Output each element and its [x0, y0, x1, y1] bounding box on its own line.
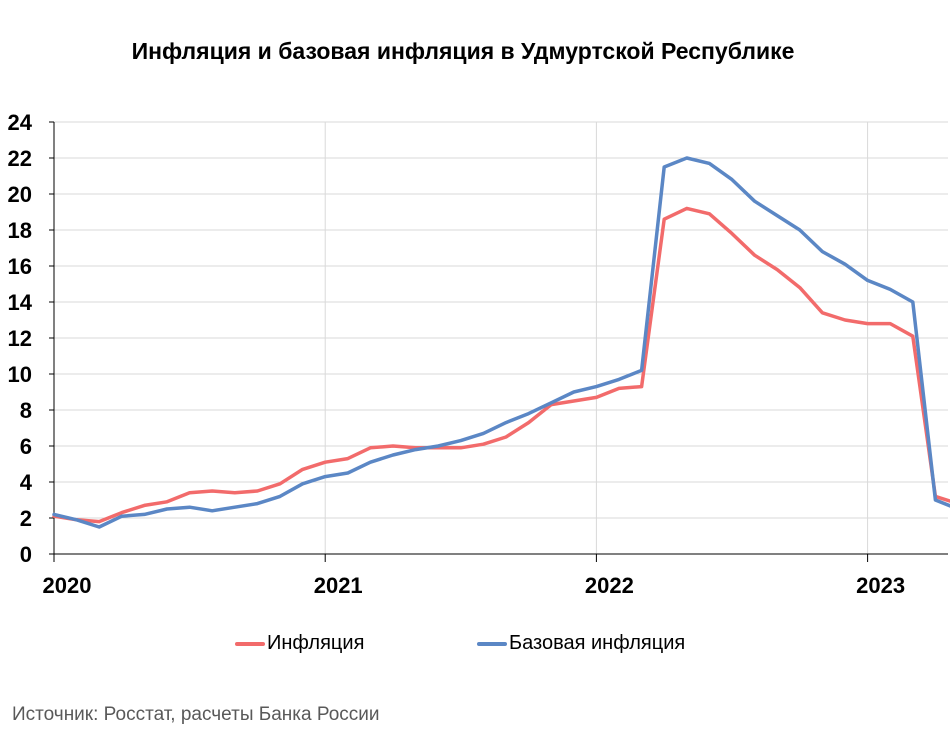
y-tick-label: 12 [8, 326, 32, 351]
legend-item-core-inflation: Базовая инфляция [477, 632, 685, 655]
x-tick-label: 2020 [43, 573, 92, 598]
chart-title: Инфляция и базовая инфляция в Удмуртской… [131, 38, 795, 64]
y-tick-label: 0 [20, 542, 32, 567]
x-tick-label: 2021 [314, 573, 363, 598]
legend-label-core-inflation: Базовая инфляция [509, 632, 686, 654]
legend: Инфляция Базовая инфляция [0, 632, 950, 662]
legend-swatch-core-inflation [477, 641, 507, 646]
legend-swatch-inflation [235, 641, 265, 646]
source-note: Источник: Росстат, расчеты Банка России [12, 704, 380, 725]
y-tick-label: 22 [8, 146, 32, 171]
grid-layer [54, 121, 948, 554]
y-tick-label: 10 [8, 362, 32, 387]
y-tick-label: 14 [8, 290, 33, 315]
axis-layer [49, 121, 948, 562]
series-layer [52, 156, 950, 529]
legend-item-inflation: Инфляция [235, 632, 364, 655]
y-tick-label: 2 [20, 506, 32, 531]
x-tick-label: 2022 [585, 573, 634, 598]
y-tick-label: 8 [20, 398, 32, 423]
x-tick-label: 2023 [856, 573, 905, 598]
y-tick-label: 6 [20, 434, 32, 459]
y-tick-label: 4 [20, 470, 33, 495]
y-tick-label: 18 [8, 218, 32, 243]
y-tick-label: 16 [8, 254, 32, 279]
legend-label-inflation: Инфляция [267, 632, 365, 654]
y-tick-label: 24 [8, 110, 33, 135]
series-line-core-inflation [52, 156, 950, 529]
y-tick-label: 20 [8, 182, 32, 207]
series-line-inflation [52, 206, 950, 524]
